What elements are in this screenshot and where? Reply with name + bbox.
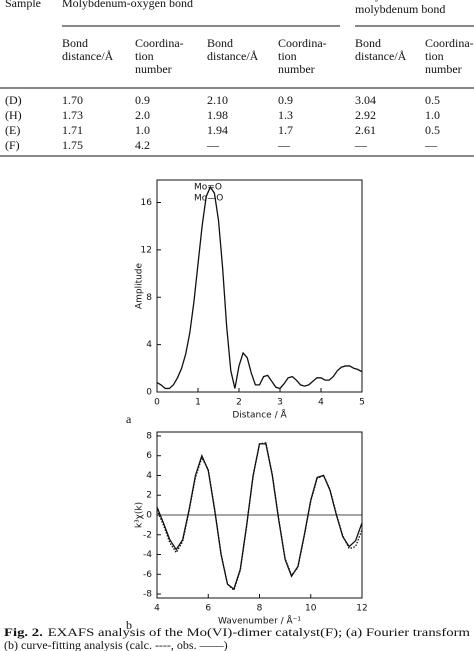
x-tick-label: 12 (356, 604, 367, 614)
x-tick-label: 5 (359, 398, 365, 408)
table-cell: 4.2 (135, 138, 150, 152)
table-cell: — (424, 138, 438, 152)
y-tick-label: 0 (146, 511, 152, 521)
plot-frame (156, 179, 363, 393)
table-subheader: distance/Å (207, 49, 259, 63)
table-cell: (H) (5, 108, 22, 122)
x-tick-label: 6 (205, 604, 211, 614)
table-cell: 1.70 (62, 93, 83, 107)
table-cell: 1.0 (135, 123, 150, 137)
x-tick-label: 10 (305, 604, 317, 614)
table-cell: 1.73 (62, 108, 83, 122)
table-cell: 2.92 (355, 108, 376, 122)
x-tick-label: 4 (154, 604, 160, 614)
table-subheader: distance/Å (355, 49, 407, 63)
table-subheader: number (425, 62, 462, 76)
table-subheader: Bond (355, 36, 381, 50)
table-cell: 1.7 (278, 123, 293, 137)
panel-label: a (126, 412, 132, 426)
x-tick-label: 0 (154, 398, 160, 408)
panel-label: b (126, 618, 132, 632)
table-subheader: number (278, 62, 315, 76)
table-cell: 0.9 (135, 93, 150, 107)
x-tick-label: 8 (257, 604, 263, 614)
y-tick-label: -6 (143, 570, 152, 580)
y-tick-label: 12 (141, 245, 152, 255)
table-subheader: Coordina- (278, 36, 327, 50)
table-subheader: Bond (207, 36, 233, 50)
x-tick-label: 4 (318, 398, 324, 408)
y-tick-label: -8 (143, 590, 152, 600)
table-subheader: tion (135, 49, 154, 63)
table-cell: (F) (5, 138, 20, 152)
table-subheader: distance/Å (62, 49, 114, 63)
table-subheader: Coordina- (425, 36, 474, 50)
table-cell: 0.5 (425, 93, 440, 107)
table-group-header: Molybdenum-oxygen bond (62, 0, 193, 10)
y-tick-label: -2 (143, 530, 152, 540)
x-axis-label: Distance / Å (232, 409, 287, 421)
data-line (156, 185, 363, 390)
table-cell: 2.10 (207, 93, 228, 107)
table-cell: 1.75 (62, 138, 83, 152)
table-subheader: number (135, 62, 172, 76)
table-subheader: Bond (62, 36, 88, 50)
table-cell: 3.04 (355, 93, 376, 107)
table-cell: — (277, 138, 291, 152)
caption: Fig. 2. EXAFS analysis of the Mo(VI)-dime… (4, 625, 471, 639)
table-cell: 1.3 (278, 108, 293, 122)
caption-text: EXAFS analysis of the Mo(VI)-dimer catal… (48, 625, 471, 639)
caption-text: (b) curve-fitting analysis (calc. ----, … (4, 638, 228, 651)
y-tick-label: 6 (146, 451, 152, 461)
x-tick-label: 2 (236, 398, 242, 408)
y-tick-label: 16 (141, 198, 153, 208)
table-cell: (D) (5, 93, 22, 107)
y-tick-label: 2 (146, 491, 152, 501)
y-tick-label: -4 (143, 550, 152, 560)
table-header: Sample (5, 0, 41, 10)
table-subheader: tion (425, 49, 444, 63)
y-axis-label: Amplitude (135, 262, 145, 309)
table-cell: — (354, 138, 368, 152)
table-subheader: Coordina- (135, 36, 184, 50)
legend-text: Mo—O (194, 194, 223, 204)
x-tick-label: 3 (277, 398, 283, 408)
legend-text: Mo=O (194, 183, 222, 193)
y-tick-label: 0 (146, 388, 152, 398)
x-tick-label: 1 (195, 398, 201, 408)
table-cell: 1.98 (207, 108, 228, 122)
data-line (156, 443, 363, 591)
table-cell: 1.71 (62, 123, 83, 137)
table-group-header: Molybdenum- (355, 0, 424, 2)
table-cell: 0.9 (278, 93, 293, 107)
table-cell: (E) (5, 123, 20, 137)
y-tick-label: 8 (146, 431, 152, 441)
y-tick-label: 4 (146, 340, 152, 350)
table-group-header: molybdenum bond (355, 2, 445, 16)
caption-label: Fig. 2. (4, 625, 43, 639)
x-axis-label: Wavenumber / Å⁻¹ (218, 615, 301, 627)
table-cell: 0.5 (425, 123, 440, 137)
table-cell: 2.61 (355, 123, 376, 137)
y-tick-label: 4 (146, 471, 152, 481)
y-axis-label: k³χ(k) (135, 502, 145, 528)
table-cell: 2.0 (135, 108, 150, 122)
table-subheader: tion (278, 49, 297, 63)
table-cell: 1.94 (207, 123, 228, 137)
table-cell: 1.0 (425, 108, 440, 122)
table-cell: — (206, 138, 220, 152)
y-tick-label: 8 (146, 293, 152, 303)
